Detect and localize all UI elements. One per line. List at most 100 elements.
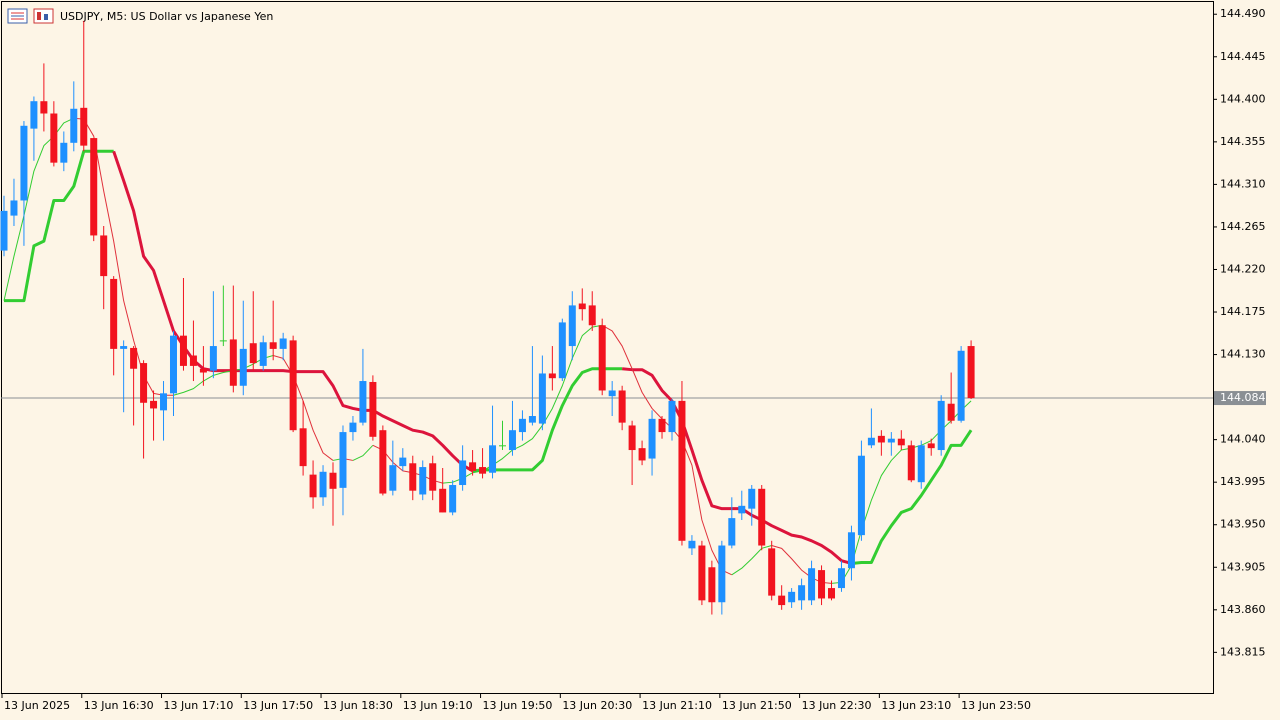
candle-body [698, 545, 706, 601]
candle-body [857, 455, 865, 536]
y-tick-label: 144.445 [1220, 50, 1266, 63]
candle-body [538, 373, 546, 424]
candle-body [20, 125, 28, 201]
candle-body [100, 235, 108, 277]
candle-body [369, 381, 377, 437]
candle-body [90, 138, 98, 236]
candle-body [618, 390, 626, 423]
candle-body [279, 338, 287, 349]
candle-body [837, 568, 845, 589]
moving-average [851, 429, 973, 565]
candle-body [469, 462, 477, 471]
candle-body [189, 355, 197, 366]
y-tick-label: 144.310 [1220, 177, 1266, 190]
candle-body [379, 430, 387, 494]
candle-body [299, 428, 307, 467]
x-tick-label: 13 Jun 17:10 [164, 699, 234, 712]
candle-body [10, 200, 18, 216]
candle-body [907, 445, 915, 481]
x-tick-label: 13 Jun 20:30 [562, 699, 632, 712]
candle-body [219, 340, 227, 342]
x-tick-label: 13 Jun 19:50 [483, 699, 553, 712]
y-tick-label: 144.490 [1220, 7, 1266, 20]
candle-body [818, 570, 826, 599]
candle-body [718, 545, 726, 603]
candle-body [778, 595, 786, 606]
candle-body [917, 445, 925, 483]
candle-body [528, 416, 536, 423]
candle-body [439, 488, 447, 513]
candle-body [508, 430, 516, 451]
plot-frame [1, 1, 1214, 694]
candle-body [808, 568, 816, 601]
chart-icon [33, 8, 54, 24]
x-tick-label: 13 Jun 21:10 [642, 699, 712, 712]
candle-body [140, 363, 148, 403]
chart-title: USDJPY, M5: US Dollar vs Japanese Yen [60, 10, 273, 23]
candle-body [788, 591, 796, 603]
candle-body [628, 425, 636, 451]
candle-body [419, 467, 427, 495]
y-tick-label: 143.905 [1220, 560, 1266, 573]
y-tick-label: 144.400 [1220, 92, 1266, 105]
candle-body [897, 438, 905, 446]
candle-body [259, 342, 267, 366]
candle-body [688, 540, 696, 549]
candle-body [80, 107, 88, 146]
x-tick-label: 13 Jun 23:10 [881, 699, 951, 712]
candle-body [499, 445, 506, 447]
candle-body [309, 474, 317, 498]
candle-body [867, 437, 875, 446]
candle-body [489, 445, 497, 473]
y-tick-label: 144.040 [1220, 433, 1266, 446]
candle-body [169, 335, 177, 394]
candle-body [518, 418, 526, 433]
candle-body [588, 305, 596, 326]
candle-body [329, 472, 337, 489]
candle-body [50, 113, 58, 163]
candle-body [449, 485, 457, 513]
candle-body [359, 381, 367, 423]
candle-body [748, 488, 756, 509]
x-tick-label: 13 Jun 23:50 [961, 699, 1031, 712]
candle-body [349, 422, 357, 433]
moving-average [731, 545, 772, 576]
candle-body [678, 400, 686, 541]
candle-body [847, 532, 855, 569]
candle-body [30, 101, 38, 129]
moving-average [621, 367, 852, 565]
candle-body [927, 443, 935, 449]
x-tick-label: 13 Jun 2025 [4, 699, 70, 712]
y-tick-label: 144.355 [1220, 135, 1266, 148]
moving-average [3, 117, 75, 301]
candle-body [389, 465, 397, 491]
moving-average [442, 324, 603, 484]
candle-body [199, 368, 207, 373]
candle-body [608, 390, 616, 397]
candle-body [459, 460, 467, 486]
candle-body [728, 518, 736, 546]
candle-body [947, 403, 955, 421]
candle-body [179, 335, 187, 366]
candle-body [598, 325, 606, 391]
icon-bar [37, 12, 41, 20]
candle-body [289, 340, 297, 431]
candle-body [429, 463, 437, 491]
chart-icons [7, 8, 54, 24]
x-tick-label: 13 Jun 22:30 [802, 699, 872, 712]
candle-body [568, 305, 576, 347]
candle-body [0, 210, 8, 251]
candle-body [110, 278, 118, 349]
x-tick-label: 13 Jun 18:30 [323, 699, 393, 712]
candle-body [828, 588, 836, 599]
candle-body [638, 448, 646, 461]
y-tick-label: 143.995 [1220, 475, 1266, 488]
x-tick-label: 13 Jun 21:50 [722, 699, 792, 712]
candle-body [160, 393, 168, 411]
y-tick-label: 144.265 [1220, 220, 1266, 233]
candle-body [40, 101, 48, 114]
candle-body [319, 471, 327, 498]
candle-body [768, 548, 776, 596]
x-tick-label: 13 Jun 17:50 [243, 699, 313, 712]
